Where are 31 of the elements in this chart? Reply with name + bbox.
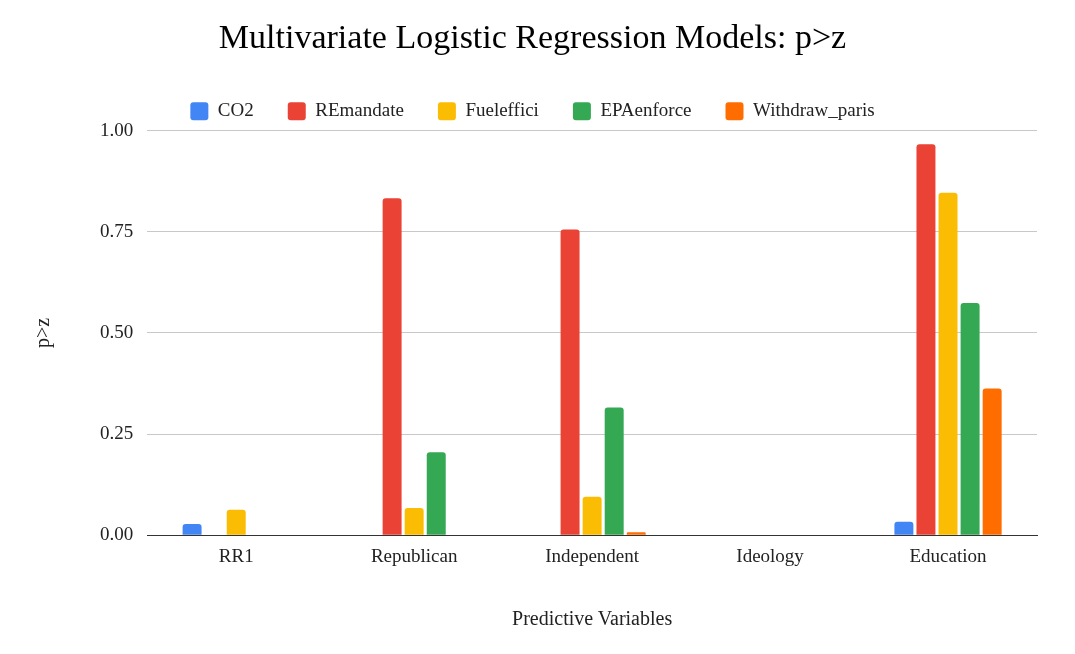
y-tick-label: 0.50 bbox=[100, 320, 134, 342]
bar bbox=[226, 509, 246, 535]
bar bbox=[894, 521, 914, 535]
x-tick-label: Education bbox=[909, 544, 988, 566]
x-tick-label: Republican bbox=[370, 544, 458, 566]
y-tick-label: 0.25 bbox=[100, 422, 134, 444]
bar bbox=[938, 192, 958, 535]
bar bbox=[982, 388, 1002, 535]
legend-label: Withdraw_paris bbox=[753, 99, 875, 121]
y-tick-label: 1.00 bbox=[100, 118, 134, 140]
y-tick-label: 0.75 bbox=[100, 219, 134, 241]
legend-label: REmandate bbox=[315, 99, 404, 121]
legend-label: CO2 bbox=[217, 99, 254, 121]
legend-label: Fueleffici bbox=[465, 99, 539, 121]
x-axis-title: Predictive Variables bbox=[512, 607, 673, 630]
bar bbox=[182, 523, 202, 535]
y-axis-title: p>z bbox=[31, 317, 55, 349]
bar bbox=[426, 452, 446, 535]
bar bbox=[960, 303, 980, 535]
bar bbox=[560, 229, 580, 535]
bar bbox=[582, 496, 602, 535]
x-tick-label: RR1 bbox=[218, 544, 254, 566]
legend-label: EPAenforce bbox=[600, 99, 692, 121]
chart-title: Multivariate Logistic Regression Models: p>z bbox=[218, 18, 847, 56]
x-tick-label: Independent bbox=[545, 544, 640, 566]
x-tick-label: Ideology bbox=[736, 544, 805, 566]
bar bbox=[382, 198, 402, 535]
bar bbox=[916, 144, 936, 535]
bar bbox=[404, 508, 424, 535]
bar bbox=[604, 407, 624, 535]
y-tick-label: 0.00 bbox=[100, 523, 134, 545]
